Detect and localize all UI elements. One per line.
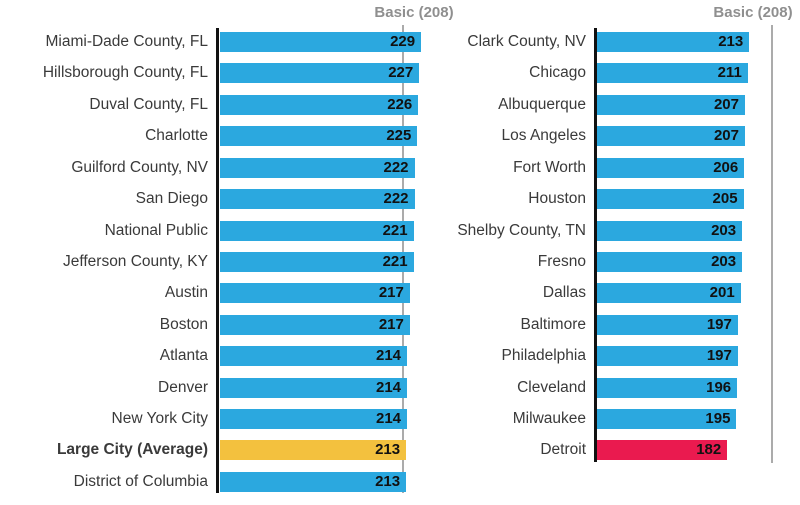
bar: 195 <box>597 409 737 430</box>
bar: 213 <box>597 32 750 52</box>
bar-value: 197 <box>706 347 732 365</box>
bar-value: 227 <box>388 64 414 82</box>
bar-label: Milwaukee <box>512 410 586 428</box>
bar-value: 203 <box>711 252 737 270</box>
bar: 222 <box>220 189 415 210</box>
bar-value: 206 <box>713 158 739 176</box>
bar-label: Charlotte <box>145 127 208 145</box>
bar-label: Baltimore <box>520 315 586 333</box>
bar-value: 214 <box>376 378 402 396</box>
bar: 229 <box>220 32 422 52</box>
bar: 214 <box>220 377 408 398</box>
bar-label: Guilford County, NV <box>71 158 208 176</box>
bar-value: 211 <box>717 64 742 82</box>
bar-label: Miami-Dade County, FL <box>45 33 208 50</box>
bar-value: 229 <box>390 33 416 50</box>
bar-label: Fort Worth <box>513 158 586 176</box>
bar-value: 205 <box>712 190 738 208</box>
bar-label: Denver <box>158 378 208 396</box>
bar: 217 <box>220 283 410 304</box>
bar-value: 214 <box>376 347 402 365</box>
bar-value: 226 <box>387 95 413 113</box>
bar-value: 221 <box>382 221 408 239</box>
bar-value: 213 <box>718 33 744 50</box>
bar: 225 <box>220 126 418 147</box>
bar-label: Philadelphia <box>501 347 586 365</box>
bar: 182 <box>597 440 728 461</box>
bar-value: 182 <box>696 441 722 459</box>
bar-label: Jefferson County, KY <box>62 252 208 270</box>
benchmark-line-right <box>771 25 773 463</box>
bar-value: 214 <box>376 410 402 428</box>
bar-label: Albuquerque <box>498 95 586 113</box>
bar-value: 195 <box>705 410 731 428</box>
bar: 206 <box>597 157 745 178</box>
bar-label: Houston <box>528 190 586 208</box>
bar: 197 <box>597 346 738 367</box>
benchmark-label-left: Basic (208) <box>374 4 454 21</box>
bar-value: 222 <box>383 158 409 176</box>
axis-line-right <box>594 28 597 462</box>
bar-label: Detroit <box>540 441 586 459</box>
bar-label: Dallas <box>542 284 586 302</box>
bar-label: Austin <box>164 284 208 302</box>
bar: 203 <box>597 251 743 272</box>
bar: 201 <box>597 283 741 304</box>
bar-value: 217 <box>378 284 404 302</box>
bar-value: 221 <box>382 252 408 270</box>
bar-label: Chicago <box>529 64 586 82</box>
axis-line-left <box>216 28 219 493</box>
bar: 226 <box>220 94 419 115</box>
bar-label: Atlanta <box>159 347 208 365</box>
bar-label: Duval County, FL <box>89 95 208 113</box>
bar: 213 <box>220 440 407 461</box>
bar-label: Cleveland <box>517 378 586 396</box>
benchmark-label-right: Basic (208) <box>713 4 793 21</box>
bar: 205 <box>597 189 744 210</box>
bar-label: San Diego <box>135 190 208 208</box>
bar: 227 <box>220 63 420 84</box>
bar-value: 217 <box>378 315 404 333</box>
bar-value: 207 <box>713 95 739 113</box>
bar-label: Large City (Average) <box>56 441 208 459</box>
bar-value: 196 <box>706 378 732 396</box>
bar: 203 <box>597 220 743 241</box>
bar: 196 <box>597 377 738 398</box>
bar-value: 213 <box>375 441 401 459</box>
bar-value: 201 <box>709 284 735 302</box>
bar-value: 197 <box>706 315 732 333</box>
bar-label: Los Angeles <box>501 127 586 145</box>
bar: 207 <box>597 94 745 115</box>
bar: 214 <box>220 346 408 367</box>
bar-label: Clark County, NV <box>467 33 586 50</box>
bar: 221 <box>220 251 414 272</box>
bar-value: 222 <box>383 190 409 208</box>
bar-label: New York City <box>111 410 208 428</box>
bar: 197 <box>597 314 738 335</box>
bar: 221 <box>220 220 414 241</box>
bar-label: Shelby County, TN <box>457 221 586 239</box>
bar: 213 <box>220 471 407 492</box>
bar-label: Hillsborough County, FL <box>42 64 208 82</box>
bar: 222 <box>220 157 415 178</box>
bar-label: Fresno <box>537 252 586 270</box>
bar-label: Boston <box>159 315 208 333</box>
bar-value: 203 <box>711 221 737 239</box>
bar-value: 207 <box>713 127 739 145</box>
bar-label: District of Columbia <box>73 472 208 490</box>
bar: 211 <box>597 63 748 84</box>
bar: 217 <box>220 314 410 335</box>
bar: 214 <box>220 409 408 430</box>
bar-value: 225 <box>386 127 412 145</box>
bar-value: 213 <box>375 472 401 490</box>
bar: 207 <box>597 126 745 147</box>
bar-label: National Public <box>104 221 208 239</box>
